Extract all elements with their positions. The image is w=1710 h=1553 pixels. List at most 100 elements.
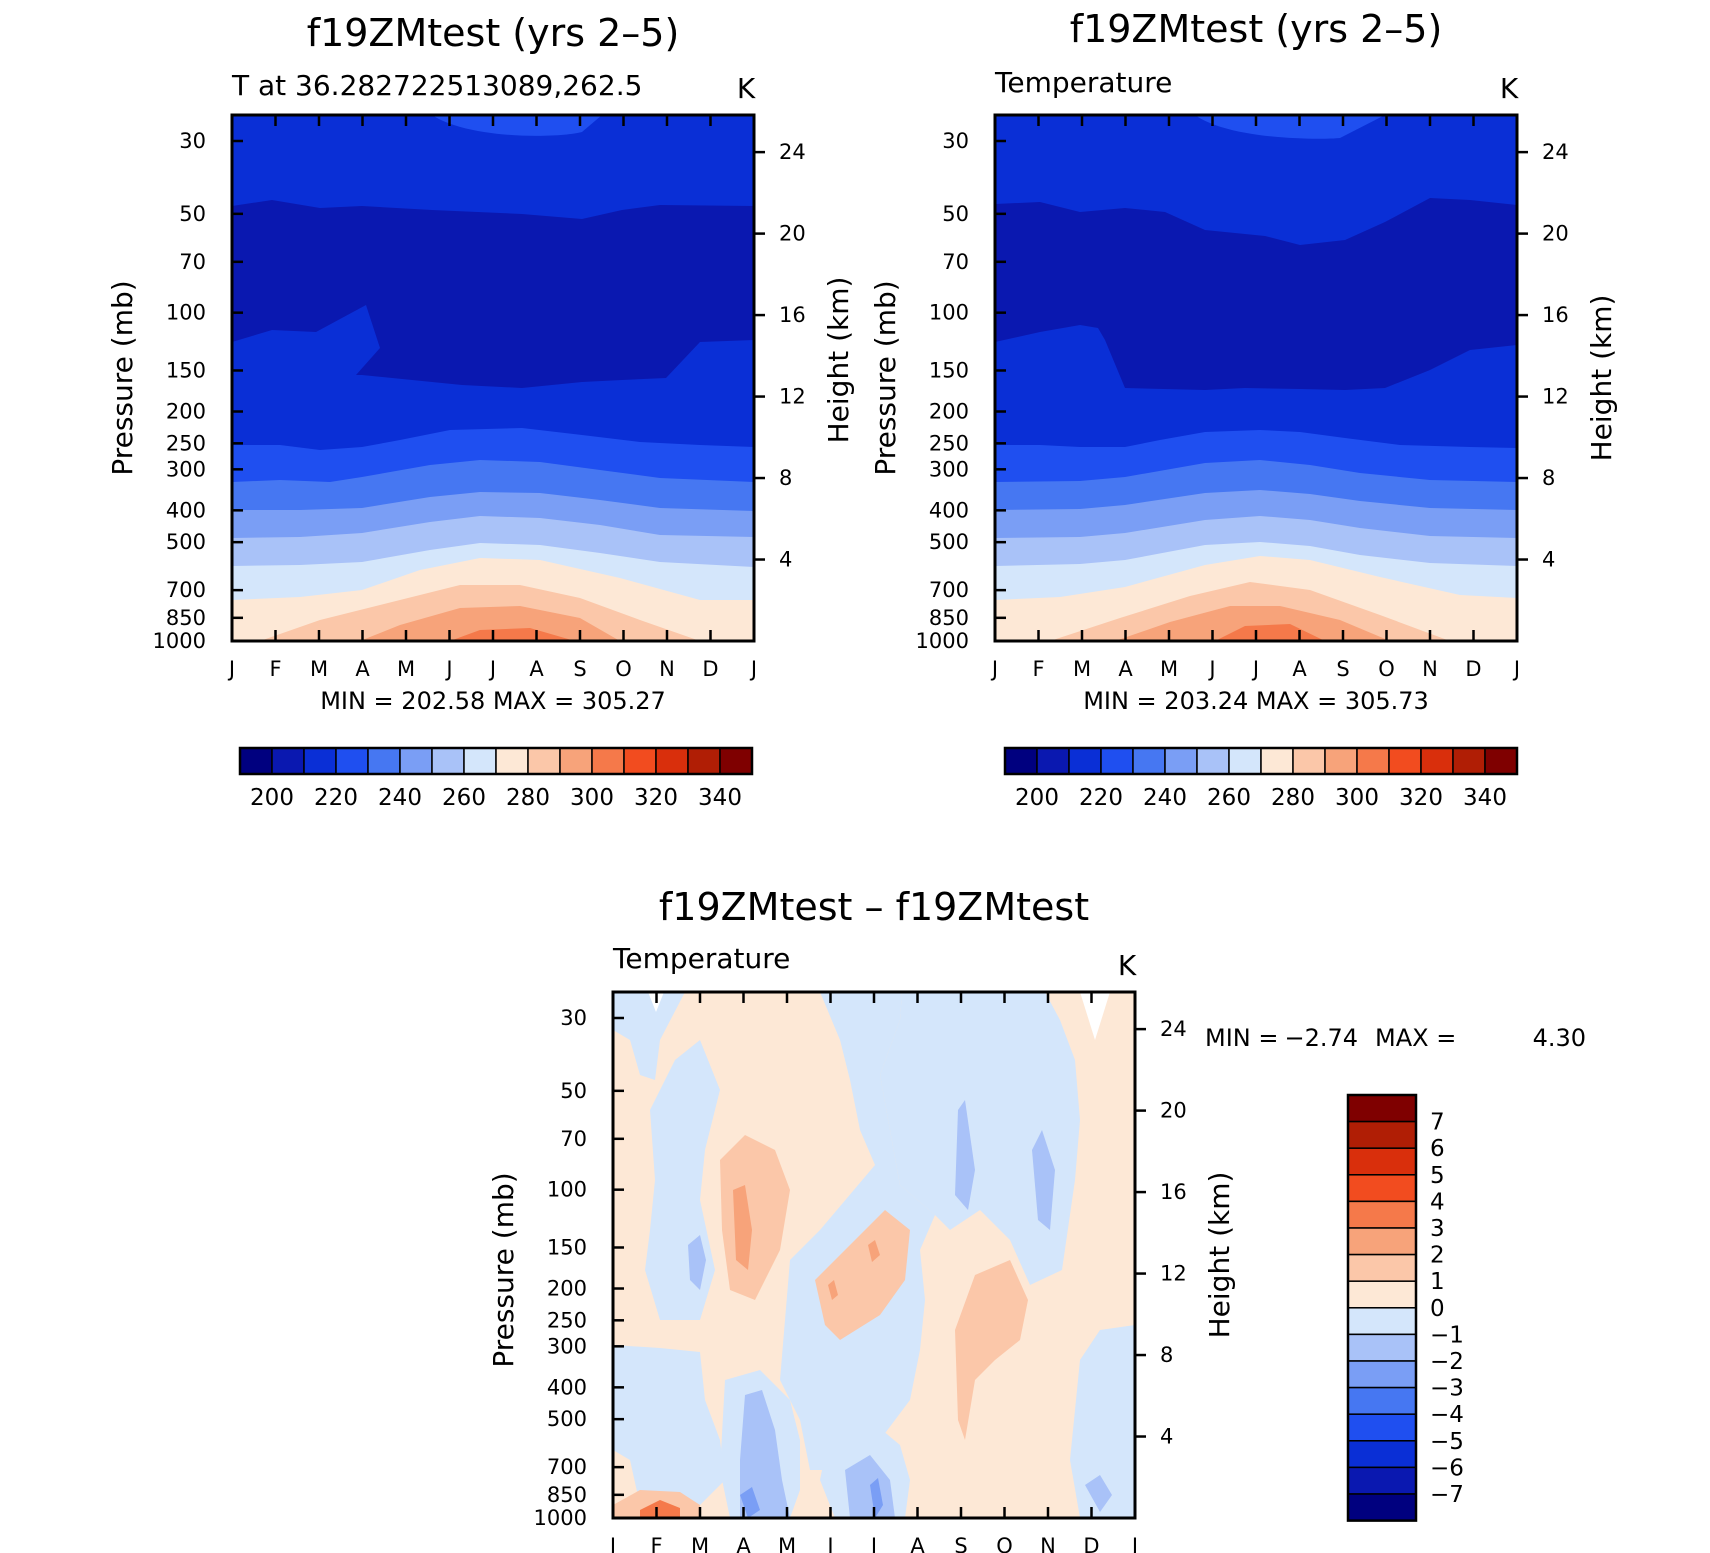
colorbar-label: 200 <box>250 785 294 811</box>
colorbar-swatch <box>1356 747 1390 775</box>
pressure-tick-label: 400 <box>547 1375 587 1399</box>
colorbar-label: 260 <box>1207 785 1251 811</box>
colorbar-swatch <box>1347 1094 1417 1123</box>
pressure-tick-label: 300 <box>547 1334 587 1358</box>
colorbar-swatch <box>1420 747 1454 775</box>
contour-band-fill <box>740 1390 790 1518</box>
contour-band-fill <box>613 1345 725 1505</box>
height-tick-label: 20 <box>1160 1099 1187 1123</box>
contour-band-fill <box>815 1210 910 1340</box>
month-tick-label: A <box>1292 657 1307 681</box>
pressure-tick-label: 200 <box>929 400 969 424</box>
pressure-tick-label: 70 <box>942 250 969 274</box>
month-tick-label: J <box>444 657 452 681</box>
colorbar-swatch <box>303 747 337 775</box>
height-tick-label: 20 <box>1542 222 1569 246</box>
contour-band-fill <box>955 1100 975 1210</box>
colorbar-swatch <box>1347 1174 1417 1203</box>
pressure-tick-label: 400 <box>166 498 206 522</box>
min-label: MIN = <box>1205 1024 1278 1052</box>
month-tick-label: S <box>1336 657 1349 681</box>
colorbar-label: −3 <box>1430 1376 1464 1402</box>
pressure-tick-label: 500 <box>166 530 206 554</box>
height-tick-label: 24 <box>1160 1017 1187 1041</box>
colorbar-swatch <box>1004 747 1038 775</box>
contour-band-fill <box>733 1185 752 1270</box>
month-tick-label: J <box>990 657 998 681</box>
month-tick-label: J <box>227 657 235 681</box>
height-tick-label: 8 <box>779 466 792 490</box>
month-tick-label: J <box>749 657 757 681</box>
contour-field <box>232 115 754 641</box>
colorbar-label: 340 <box>698 785 742 811</box>
colorbar-label: 240 <box>1143 785 1187 811</box>
colorbar-label: 340 <box>1463 785 1507 811</box>
min-value: −2.74 <box>1284 1024 1358 1052</box>
contour-band-fill <box>1115 606 1390 641</box>
pressure-tick-label: 30 <box>560 1006 587 1030</box>
pressure-tick-label: 250 <box>547 1308 587 1332</box>
colorbar-label: 200 <box>1015 785 1059 811</box>
min-max-stats: MIN = 203.24 MAX = 305.73 <box>1083 687 1429 715</box>
y-axis-label: Pressure (mb) <box>487 1172 520 1367</box>
contour-field <box>613 992 1135 1518</box>
colorbar-label: 4 <box>1430 1189 1445 1215</box>
contour-band-fill <box>1080 992 1110 1040</box>
colorbar-swatch <box>1347 1280 1417 1309</box>
colorbar-swatch <box>463 747 497 775</box>
colorbar-label: 300 <box>570 785 614 811</box>
month-tick-label: A <box>910 1534 925 1553</box>
pressure-tick-label: 100 <box>929 301 969 325</box>
pressure-tick-label: 150 <box>929 358 969 382</box>
month-tick-label: M <box>397 657 415 681</box>
month-tick-label: M <box>778 1534 796 1553</box>
month-tick-label: F <box>650 1534 662 1553</box>
month-tick-label: A <box>355 657 370 681</box>
y-axis-right-label: Height (km) <box>1585 295 1618 462</box>
pressure-tick-label: 500 <box>929 530 969 554</box>
contour-band-fill <box>828 1280 838 1300</box>
colorbar-swatch <box>1347 1493 1417 1522</box>
chart-title: f19ZMtest (yrs 2–5) <box>307 11 680 55</box>
colorbar-swatch <box>1347 1440 1417 1469</box>
chart-title: f19ZMtest – f19ZMtest <box>659 885 1089 929</box>
contour-band-fill <box>995 198 1517 390</box>
colorbar-label: 0 <box>1430 1296 1445 1322</box>
contour-band-fill <box>880 992 1080 1285</box>
month-tick-label: F <box>269 657 281 681</box>
colorbar-label: −6 <box>1430 1455 1464 1481</box>
contour-band-fill <box>688 1235 706 1290</box>
colorbar-label: 300 <box>1335 785 1379 811</box>
pressure-tick-label: 150 <box>166 358 206 382</box>
colorbar-swatch <box>271 747 305 775</box>
colorbar-swatch <box>1484 747 1518 775</box>
colorbar-label: 260 <box>442 785 486 811</box>
pressure-tick-label: 300 <box>929 457 969 481</box>
colorbar-swatch <box>559 747 593 775</box>
month-tick-label: D <box>1083 1534 1099 1553</box>
colorbar-swatch <box>335 747 369 775</box>
colorbar-swatch <box>1347 1333 1417 1362</box>
colorbar-swatch <box>655 747 689 775</box>
pressure-tick-label: 850 <box>166 606 206 630</box>
month-tick-label: A <box>736 1534 751 1553</box>
chart-subtitle: T at 36.282722513089,262.5 <box>231 69 642 102</box>
pressure-tick-label: 30 <box>942 129 969 153</box>
height-tick-label: 20 <box>779 222 806 246</box>
pressure-tick-label: 250 <box>929 431 969 455</box>
colorbar-swatch <box>239 747 273 775</box>
colorbar-swatch <box>1036 747 1070 775</box>
units-label: K <box>1500 72 1519 105</box>
pressure-tick-label: 300 <box>166 457 206 481</box>
pressure-tick-label: 50 <box>942 202 969 226</box>
chart-subtitle: Temperature <box>612 942 790 975</box>
height-tick-label: 4 <box>1160 1425 1173 1449</box>
pressure-tick-label: 1000 <box>153 629 206 653</box>
month-tick-label: S <box>573 657 586 681</box>
colorbar-swatch <box>1388 747 1422 775</box>
colorbar-swatch <box>1347 1386 1417 1415</box>
colorbar-label: 2 <box>1430 1243 1445 1269</box>
contour-band-fill <box>780 992 935 1470</box>
